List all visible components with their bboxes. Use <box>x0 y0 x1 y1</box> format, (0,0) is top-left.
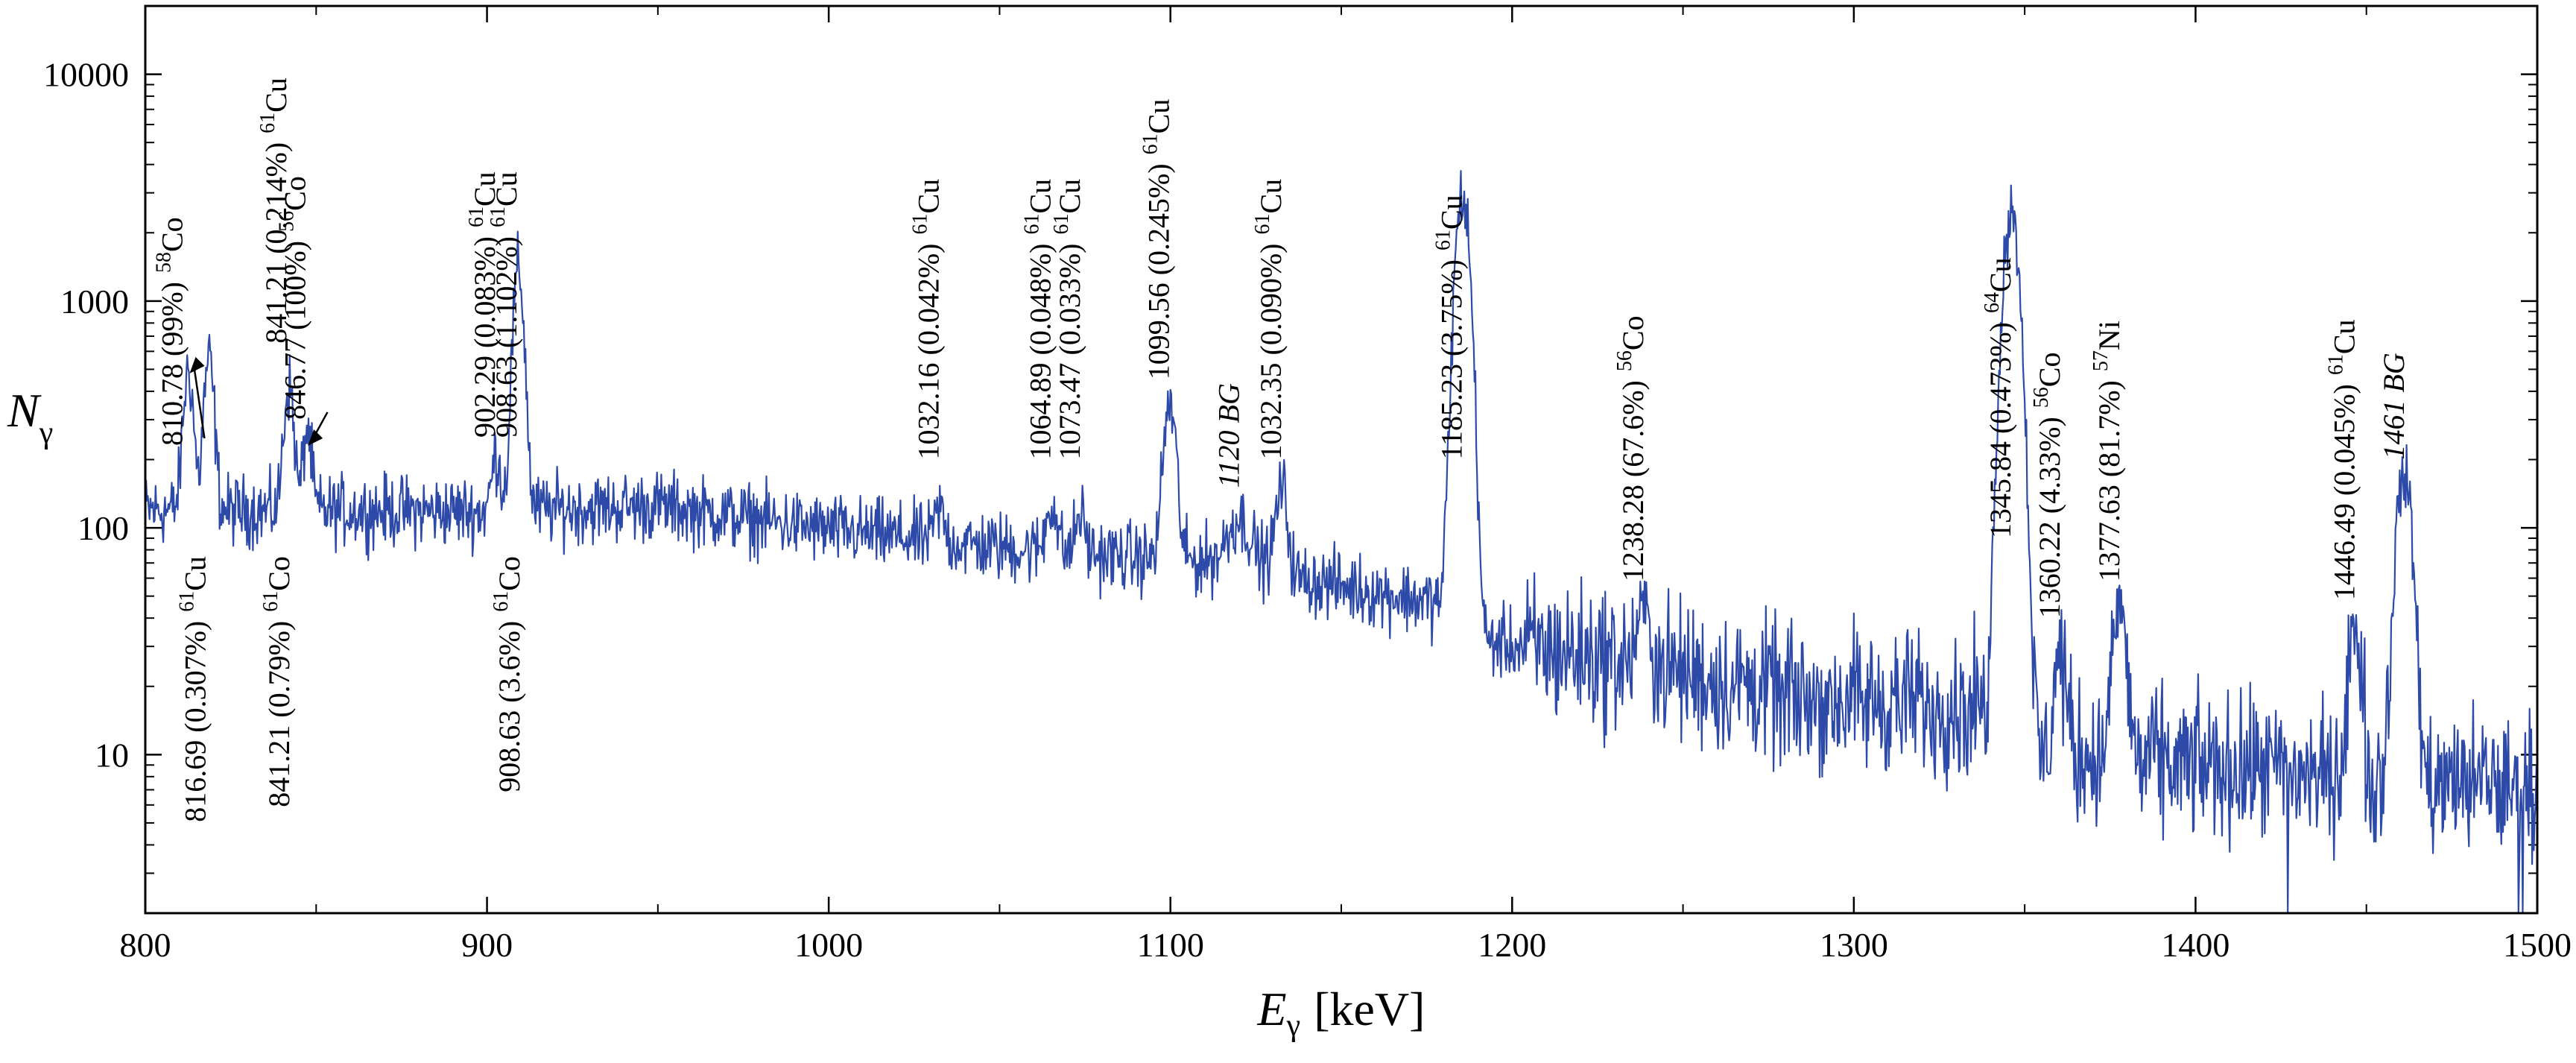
x-tick-label: 1100 <box>1137 926 1204 964</box>
series-layer <box>145 170 2537 913</box>
peak-label-text: 1073.47 (0.033%)61Cu <box>1050 179 1086 460</box>
peak-label-a11: 1073.47 (0.033%)61Cu <box>1050 179 1086 460</box>
peak-label-text: 1446.49 (0.045%)61Cu <box>2325 319 2361 600</box>
peak-label-a14: 1032.35 (0.090%)61Cu <box>1251 179 1288 460</box>
peak-label-a1: 810.78 (99%)58Co <box>152 217 189 446</box>
x-tick-label: 800 <box>120 926 171 964</box>
annotation-arrowhead-a5 <box>308 429 323 447</box>
peak-label-a4: 841.21 (0.79%)61Co <box>259 556 296 807</box>
annotation-arrowhead-a1 <box>189 356 205 373</box>
y-tick-label: 10 <box>95 736 129 774</box>
peak-label-a5: 846.77 (100%)56Co <box>276 176 312 420</box>
peak-label-text: 1185.23 (3.75%)61Cu <box>1432 195 1469 459</box>
peak-label-a13: 1120 BG <box>1212 383 1245 488</box>
plot-frame <box>144 4 2539 915</box>
peak-label-a12: 1099.56 (0.245%)61Cu <box>1139 99 1176 380</box>
peak-label-a15: 1185.23 (3.75%)61Cu <box>1432 195 1469 459</box>
x-tick-label: 1500 <box>2503 926 2572 964</box>
x-axis-title: Eγ [keV] <box>1257 982 1425 1043</box>
axes-layer: 800 900 1000 1100 1200 1300 1400 1500 10 100 1000 1… <box>43 5 2572 964</box>
peak-label-a10: 1064.89 (0.048%)61Cu <box>1021 179 1057 460</box>
peak-label-a7: 908.63 (1.102%)61Cu <box>487 171 523 438</box>
peak-label-a8: 908.63 (3.6%)61Co <box>490 556 526 792</box>
y-tick-label: 10000 <box>43 56 129 94</box>
y-axis-title: Nγ <box>7 384 53 450</box>
peak-label-text: 1345.84 (0.473%)64Cu <box>1981 257 2017 538</box>
peak-label-text: 1461 BG <box>2377 353 2411 459</box>
peak-label-text: 1377.63 (81.7%)57Ni <box>2089 321 2126 581</box>
x-tick-label: 1400 <box>2161 926 2230 964</box>
y-tick-label: 100 <box>77 509 129 547</box>
peak-label-text: 1032.16 (0.042%)61Cu <box>909 179 946 460</box>
peak-label-text: 816.69 (0.307%)61Cu <box>176 556 212 822</box>
peak-label-text: 1360.22 (4.33%)56Co <box>2030 353 2066 619</box>
peak-label-text: 841.21 (0.79%)61Co <box>259 556 296 807</box>
peak-label-text: 908.63 (1.102%)61Cu <box>487 171 523 438</box>
peak-label-a9: 1032.16 (0.042%)61Cu <box>909 179 946 460</box>
peak-label-a20: 1446.49 (0.045%)61Cu <box>2325 319 2361 600</box>
peak-label-a19: 1377.63 (81.7%)57Ni <box>2089 321 2126 581</box>
x-tick-label: 900 <box>461 926 513 964</box>
annotation-layer: 810.78 (99%)58Co 816.69 (0.307%)61Cu 841.2… <box>152 78 2411 822</box>
peak-label-text: 1238.28 (67.6%)56Co <box>1613 315 1650 581</box>
peak-label-text: 1120 BG <box>1212 383 1245 488</box>
peak-label-a2: 816.69 (0.307%)61Cu <box>176 556 212 822</box>
x-tick-label: 1200 <box>1478 926 1546 964</box>
peak-label-text: 1099.56 (0.245%)61Cu <box>1139 99 1176 380</box>
peak-label-a17: 1345.84 (0.473%)64Cu <box>1981 257 2017 538</box>
x-tick-label: 1300 <box>1820 926 1888 964</box>
peak-label-a3: 841.21 (0.214%)61Cu <box>256 78 293 344</box>
spectrum-line <box>145 170 2537 913</box>
peak-label-text: 1032.35 (0.090%)61Cu <box>1251 179 1288 460</box>
peak-label-text: 902.29 (0.083%)61Cu <box>465 171 501 438</box>
peak-label-text: 1064.89 (0.048%)61Cu <box>1021 179 1057 460</box>
peak-label-text: 908.63 (3.6%)61Co <box>490 556 526 792</box>
annotation-arrow-a1 <box>193 367 206 439</box>
peak-label-text: 846.77 (100%)56Co <box>276 176 312 420</box>
peak-label-a6: 902.29 (0.083%)61Cu <box>465 171 501 438</box>
peak-label-a18: 1360.22 (4.33%)56Co <box>2030 353 2066 619</box>
peak-label-text: 810.78 (99%)58Co <box>152 217 189 446</box>
x-tick-label: 1000 <box>794 926 863 964</box>
peak-label-a16: 1238.28 (67.6%)56Co <box>1613 315 1650 581</box>
y-tick-label: 1000 <box>60 283 129 321</box>
peak-label-a21: 1461 BG <box>2377 353 2411 459</box>
peak-label-text: 841.21 (0.214%)61Cu <box>256 78 293 344</box>
